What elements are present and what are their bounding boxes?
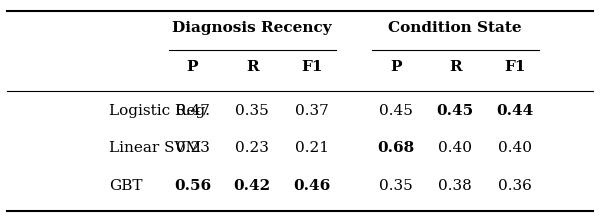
- Text: 0.68: 0.68: [377, 141, 414, 155]
- Text: 0.35: 0.35: [235, 104, 269, 118]
- Text: 0.40: 0.40: [498, 141, 532, 155]
- Text: 0.38: 0.38: [439, 178, 472, 192]
- Text: 0.56: 0.56: [174, 178, 211, 192]
- Text: R: R: [449, 60, 461, 74]
- Text: 0.45: 0.45: [437, 104, 474, 118]
- Text: F1: F1: [504, 60, 526, 74]
- Text: GBT: GBT: [109, 178, 142, 192]
- Text: 0.37: 0.37: [295, 104, 329, 118]
- Text: 0.44: 0.44: [496, 104, 533, 118]
- Text: P: P: [390, 60, 401, 74]
- Text: Diagnosis Recency: Diagnosis Recency: [172, 21, 332, 35]
- Text: 0.45: 0.45: [379, 104, 412, 118]
- Text: Condition State: Condition State: [388, 21, 522, 35]
- Text: F1: F1: [301, 60, 323, 74]
- Text: 0.23: 0.23: [235, 141, 269, 155]
- Text: 0.21: 0.21: [295, 141, 329, 155]
- Text: P: P: [187, 60, 198, 74]
- Text: 0.42: 0.42: [233, 178, 271, 192]
- Text: Linear SVM: Linear SVM: [109, 141, 201, 155]
- Text: 0.46: 0.46: [293, 178, 331, 192]
- Text: R: R: [246, 60, 259, 74]
- Text: 0.35: 0.35: [379, 178, 412, 192]
- Text: Logistic Reg.: Logistic Reg.: [109, 104, 210, 118]
- Text: 0.47: 0.47: [176, 104, 209, 118]
- Text: 0.40: 0.40: [438, 141, 472, 155]
- Text: 0.36: 0.36: [498, 178, 532, 192]
- Text: 0.23: 0.23: [176, 141, 209, 155]
